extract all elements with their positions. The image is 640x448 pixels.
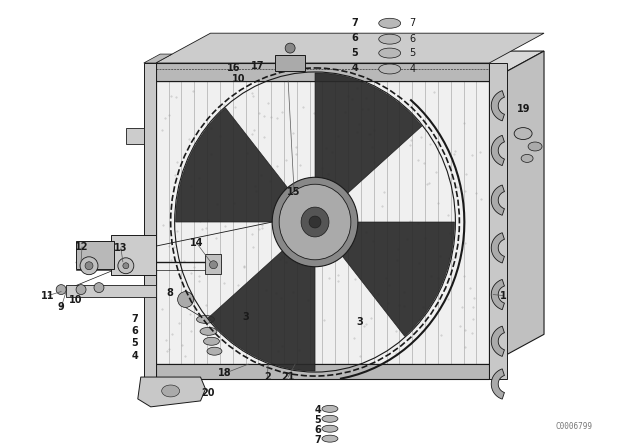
Polygon shape (138, 377, 205, 407)
Polygon shape (489, 51, 544, 364)
Polygon shape (492, 369, 504, 399)
Ellipse shape (379, 48, 401, 58)
Bar (126, 128, 144, 143)
Circle shape (118, 258, 134, 274)
Ellipse shape (322, 435, 338, 442)
Ellipse shape (379, 34, 401, 44)
Ellipse shape (379, 18, 401, 28)
Polygon shape (492, 90, 504, 121)
Ellipse shape (322, 405, 338, 412)
Ellipse shape (200, 327, 217, 335)
Polygon shape (175, 108, 289, 222)
Text: 18: 18 (218, 368, 231, 378)
Ellipse shape (301, 207, 329, 237)
Text: C0006799: C0006799 (556, 422, 593, 431)
Bar (144, 63, 156, 379)
Ellipse shape (309, 216, 321, 228)
Text: 5: 5 (351, 48, 358, 58)
Text: 7: 7 (410, 18, 416, 28)
Bar (76, 241, 114, 269)
Ellipse shape (379, 64, 401, 74)
Circle shape (123, 263, 129, 269)
Polygon shape (156, 51, 544, 81)
Ellipse shape (272, 177, 358, 267)
Bar (156, 63, 489, 81)
Polygon shape (492, 185, 504, 215)
Text: 7: 7 (351, 18, 358, 28)
Polygon shape (144, 54, 172, 63)
Polygon shape (315, 73, 422, 195)
Bar (156, 364, 489, 379)
Bar (205, 254, 221, 274)
Polygon shape (208, 249, 315, 371)
Text: 10: 10 (232, 74, 245, 84)
Text: 12: 12 (76, 242, 89, 252)
Circle shape (56, 284, 66, 294)
Text: 10: 10 (69, 294, 83, 305)
Text: 21: 21 (282, 372, 295, 382)
Text: 9: 9 (58, 302, 65, 312)
Circle shape (80, 257, 98, 275)
Polygon shape (156, 33, 544, 63)
Text: 7: 7 (131, 314, 138, 324)
Text: 3: 3 (242, 312, 249, 323)
Text: 15: 15 (287, 187, 301, 197)
Text: 14: 14 (190, 238, 204, 248)
Text: 3: 3 (356, 317, 364, 327)
Text: 6: 6 (351, 33, 358, 43)
Circle shape (76, 284, 86, 294)
Polygon shape (492, 280, 504, 310)
Text: 4: 4 (410, 64, 416, 74)
Text: 5: 5 (410, 48, 416, 58)
Text: 11: 11 (42, 291, 55, 301)
Text: 13: 13 (114, 243, 127, 253)
Polygon shape (156, 81, 489, 364)
Circle shape (94, 283, 104, 293)
Text: 7: 7 (315, 435, 321, 445)
Bar (111, 235, 156, 275)
Text: 19: 19 (517, 104, 531, 114)
Text: 5: 5 (315, 415, 321, 425)
Text: 16: 16 (227, 63, 240, 73)
Text: 5: 5 (131, 338, 138, 348)
Text: 8: 8 (166, 288, 173, 297)
Ellipse shape (196, 315, 214, 323)
Text: 1: 1 (500, 291, 507, 301)
Ellipse shape (162, 385, 180, 397)
Circle shape (178, 292, 193, 307)
Ellipse shape (204, 337, 220, 345)
Text: 17: 17 (250, 61, 264, 71)
Ellipse shape (514, 128, 532, 139)
Polygon shape (492, 326, 504, 357)
Ellipse shape (279, 184, 351, 260)
Text: 2: 2 (264, 372, 271, 382)
Polygon shape (492, 135, 504, 166)
Ellipse shape (528, 142, 542, 151)
Polygon shape (492, 233, 504, 263)
Text: 6: 6 (410, 34, 416, 44)
Text: 4: 4 (351, 63, 358, 73)
Ellipse shape (521, 155, 533, 162)
Ellipse shape (322, 415, 338, 422)
Text: 6: 6 (131, 326, 138, 336)
Circle shape (285, 43, 295, 53)
Text: 4: 4 (131, 351, 138, 361)
Bar (489, 63, 507, 379)
Circle shape (85, 262, 93, 270)
Text: 20: 20 (202, 388, 215, 398)
Text: 6: 6 (315, 425, 321, 435)
Polygon shape (340, 222, 454, 336)
Ellipse shape (207, 347, 222, 355)
Ellipse shape (322, 425, 338, 432)
Text: 4: 4 (315, 405, 321, 415)
Circle shape (209, 261, 218, 269)
Bar (66, 284, 156, 297)
Bar (275, 55, 305, 71)
